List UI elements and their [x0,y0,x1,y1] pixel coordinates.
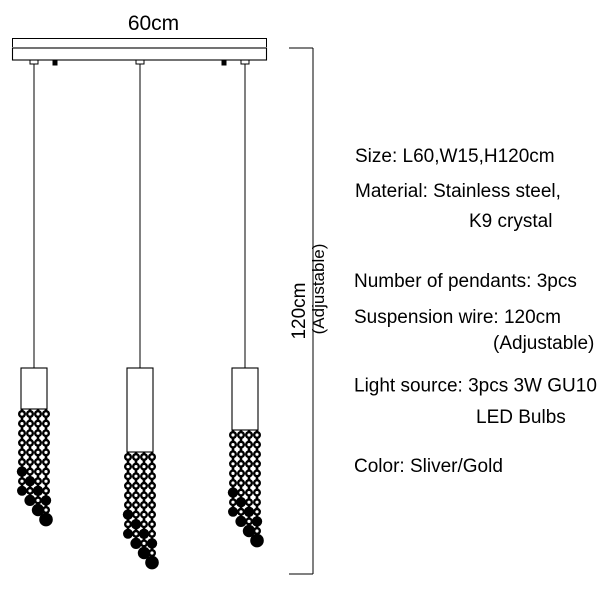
svg-text:60cm: 60cm [128,12,179,35]
svg-text:Suspension wire: 120cm: Suspension wire: 120cm [354,307,561,328]
svg-text:Material: Stainless steel,: Material: Stainless steel, [355,181,561,202]
svg-text:Light source: 3pcs 3W GU10: Light source: 3pcs 3W GU10 [354,376,597,397]
svg-text:(Adjustable): (Adjustable) [493,333,594,354]
svg-text:K9 crystal: K9 crystal [469,211,552,232]
svg-text:120cm: 120cm [289,282,310,339]
svg-text:LED Bulbs: LED Bulbs [476,407,566,428]
svg-text:Color: Sliver/Gold: Color: Sliver/Gold [354,456,503,477]
svg-text:(Adjustable): (Adjustable) [309,244,328,335]
svg-text:Number of pendants: 3pcs: Number of pendants: 3pcs [354,271,577,292]
svg-text:Size: L60,W15,H120cm: Size: L60,W15,H120cm [355,146,555,167]
